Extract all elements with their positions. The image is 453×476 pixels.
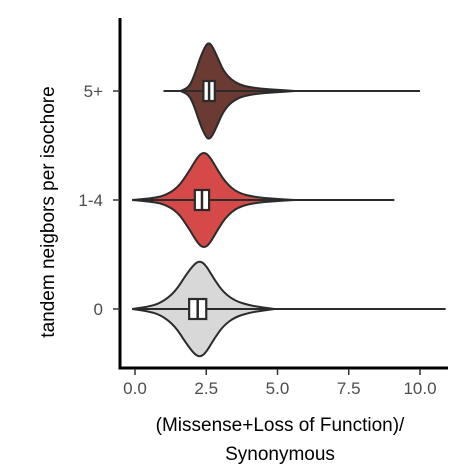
x-axis-title-line-2: Synonymous: [225, 444, 335, 465]
x-tick-label: 5.0: [266, 379, 290, 398]
y-axis-title: tandem neigbors per isochore: [38, 86, 59, 337]
violin-marks: [132, 42, 446, 358]
x-axis-title-line-1: (Missense+Loss of Function)/: [156, 415, 405, 436]
axis-titles: (Missense+Loss of Function)/ Synonymous …: [38, 86, 405, 465]
x-tick-label: 10.0: [403, 379, 436, 398]
x-tick-label: 0.0: [123, 379, 147, 398]
x-tick-label: 2.5: [194, 379, 218, 398]
y-tick-label: 1-4: [78, 191, 103, 210]
y-tick-label: 0: [94, 300, 103, 319]
y-tick-label: 5+: [84, 82, 103, 101]
violin-group-1-4: [132, 152, 395, 248]
x-tick-label: 7.5: [337, 379, 361, 398]
axis-ticks: 5+ 1-4 0 0.0 2.5 5.0 7.5 10.0: [78, 82, 436, 398]
violin-group-0: [132, 260, 446, 358]
violin-group-5-plus: [163, 42, 420, 140]
